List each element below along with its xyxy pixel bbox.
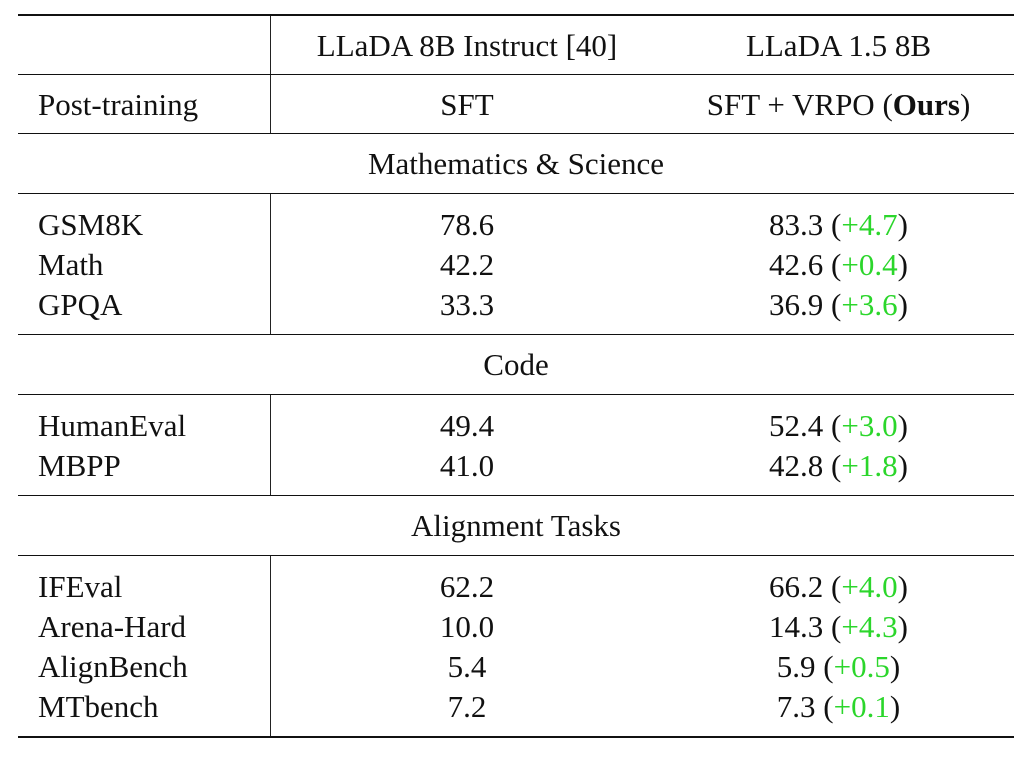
gain-open-paren: ( (823, 447, 842, 483)
gain-close-paren: ) (897, 608, 908, 644)
results-table: LLaDA 8B Instruct [40] LLaDA 1.5 8B Post… (18, 14, 1014, 738)
gain-close-paren: ) (897, 286, 908, 322)
vrpo-gain: +0.4 (841, 246, 898, 282)
benchmark-name: Arena-Hard (18, 606, 271, 646)
vrpo-score-cell: 42.8 (+1.8) (663, 445, 1014, 496)
gain-close-paren: ) (897, 407, 908, 443)
gain-close-paren: ) (897, 568, 908, 604)
sft-score: 10.0 (439, 608, 495, 644)
table-row: Arena-Hard 10.0 14.3 (+4.3) (18, 606, 1014, 646)
header-empty-cell (18, 14, 271, 75)
gain-close-paren: ) (889, 648, 901, 684)
table-row: GSM8K 78.6 83.3 (+4.7) (18, 193, 1014, 245)
benchmark-name: GPQA (18, 284, 271, 335)
gain-open-paren: ( (823, 568, 842, 604)
benchmark-name: GSM8K (18, 193, 271, 244)
gain-close-paren: ) (897, 246, 908, 282)
vrpo-score: 83.3 (769, 206, 824, 242)
gain-open-paren: ( (823, 246, 842, 282)
vrpo-score: 36.9 (769, 286, 824, 322)
gain-close-paren: ) (897, 447, 908, 483)
header-method-sft: SFT (270, 74, 663, 134)
vrpo-score-cell: 5.9 (+0.5) (663, 646, 1014, 686)
gain-close-paren: ) (897, 206, 908, 242)
gain-open-paren: ( (823, 608, 842, 644)
section-title: Code (18, 334, 1014, 395)
header-method-vrpo: SFT + VRPO (Ours) (663, 74, 1014, 134)
vrpo-score-cell: 42.6 (+0.4) (663, 244, 1014, 284)
sft-score: 62.2 (439, 568, 495, 604)
vrpo-gain: +4.7 (841, 206, 898, 242)
benchmark-name: IFEval (18, 555, 271, 606)
sft-score: 7.2 (270, 686, 663, 738)
sft-score: 41.0 (270, 445, 663, 496)
vrpo-score: 14.3 (769, 608, 824, 644)
benchmark-name: MTbench (18, 686, 271, 738)
vrpo-score-cell: 66.2 (+4.0) (663, 556, 1014, 607)
vrpo-gain: +4.3 (841, 608, 898, 644)
header-row-post-training: Post-training SFT SFT + VRPO (Ours) (18, 74, 1014, 134)
header-row-models: LLaDA 8B Instruct [40] LLaDA 1.5 8B (18, 14, 1014, 75)
benchmark-name: Math (18, 244, 271, 284)
header-method-vrpo-ours: Ours (892, 86, 960, 122)
benchmark-name: AlignBench (18, 646, 271, 686)
header-model-llada-1-5: LLaDA 1.5 8B (663, 14, 1014, 75)
vrpo-score: 66.2 (769, 568, 824, 604)
vrpo-score: 42.6 (769, 246, 824, 282)
header-model-llada-instruct: LLaDA 8B Instruct [40] (270, 14, 663, 75)
table-row: Math 42.2 42.6 (+0.4) (18, 244, 1014, 284)
section-header-row: Alignment Tasks (18, 495, 1014, 556)
vrpo-score-cell: 52.4 (+3.0) (663, 395, 1014, 446)
gain-open-paren: ( (815, 688, 834, 724)
vrpo-score: 5.9 (776, 648, 816, 684)
gain-close-paren: ) (889, 688, 901, 724)
section-header-row: Code (18, 334, 1014, 395)
section-header-row: Mathematics & Science (18, 133, 1014, 194)
table-row: MBPP 41.0 42.8 (+1.8) (18, 445, 1014, 496)
vrpo-gain: +3.6 (841, 286, 898, 322)
vrpo-score-cell: 83.3 (+4.7) (663, 194, 1014, 245)
table-row: HumanEval 49.4 52.4 (+3.0) (18, 394, 1014, 446)
table-row: IFEval 62.2 66.2 (+4.0) (18, 555, 1014, 607)
vrpo-score: 7.3 (776, 688, 816, 724)
header-method-vrpo-suffix: ) (959, 86, 971, 122)
vrpo-gain: +1.8 (841, 447, 898, 483)
table-row: MTbench 7.2 7.3 (+0.1) (18, 686, 1014, 738)
sft-score: 42.2 (439, 246, 495, 282)
vrpo-gain: +3.0 (841, 407, 898, 443)
gain-open-paren: ( (823, 206, 842, 242)
sft-score: 78.6 (439, 206, 495, 242)
vrpo-score-cell: 7.3 (+0.1) (663, 686, 1014, 738)
vrpo-gain: +4.0 (841, 568, 898, 604)
vrpo-score-cell: 36.9 (+3.6) (663, 284, 1014, 335)
sft-score: 49.4 (439, 407, 495, 443)
vrpo-score: 52.4 (769, 407, 824, 443)
vrpo-gain: +0.5 (833, 648, 890, 684)
gain-open-paren: ( (823, 407, 842, 443)
gain-open-paren: ( (815, 648, 834, 684)
vrpo-gain: +0.1 (833, 688, 890, 724)
benchmark-name: HumanEval (18, 394, 271, 445)
vrpo-score: 42.8 (769, 447, 824, 483)
vrpo-score-cell: 14.3 (+4.3) (663, 606, 1014, 646)
sft-score: 33.3 (270, 284, 663, 335)
section-title: Mathematics & Science (18, 133, 1014, 194)
section-title: Alignment Tasks (18, 495, 1014, 556)
table-row: GPQA 33.3 36.9 (+3.6) (18, 284, 1014, 335)
sft-score: 5.4 (447, 648, 487, 684)
header-method-vrpo-prefix: SFT + VRPO ( (706, 86, 893, 122)
benchmark-name: MBPP (18, 445, 271, 496)
table-row: AlignBench 5.4 5.9 (+0.5) (18, 646, 1014, 686)
header-post-training-label: Post-training (18, 74, 271, 134)
table-body: LLaDA 8B Instruct [40] LLaDA 1.5 8B Post… (18, 14, 1014, 738)
gain-open-paren: ( (823, 286, 842, 322)
